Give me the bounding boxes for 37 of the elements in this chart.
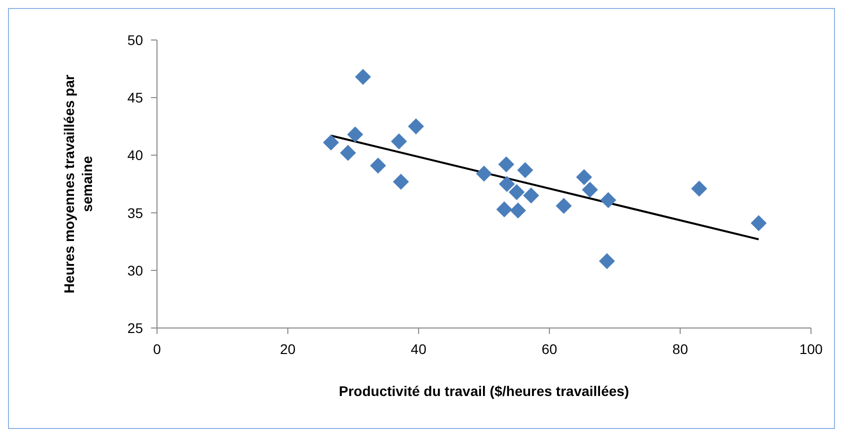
point (347, 126, 364, 142)
point (496, 201, 512, 218)
point (556, 198, 572, 214)
point (408, 118, 424, 134)
point (508, 184, 525, 200)
point (498, 156, 514, 172)
point (750, 215, 767, 232)
x-axis-title: Productivité du travail ($/heures travaillées) (338, 383, 630, 399)
x-tick-label: 40 (410, 340, 427, 357)
point (517, 162, 534, 178)
x-tick-label: 20 (280, 340, 296, 357)
y-tick-label: 30 (127, 262, 144, 278)
y-tick-label: 25 (127, 320, 144, 336)
y-axis-title: Heures moyennes travaillées par semaine (61, 74, 95, 294)
y-tick-label: 45 (127, 90, 144, 106)
point (370, 158, 386, 174)
point (322, 134, 339, 151)
point (340, 144, 356, 161)
point (355, 68, 372, 85)
x-tick-label: 100 (799, 340, 823, 357)
point (691, 180, 708, 197)
x-tick-label: 80 (672, 340, 688, 357)
point (582, 182, 598, 198)
point (598, 253, 615, 270)
point (390, 133, 407, 150)
point (392, 174, 409, 190)
point (523, 188, 540, 204)
point (476, 166, 492, 182)
y-tick-label: 50 (127, 32, 144, 48)
y-tick-label: 35 (127, 204, 144, 221)
point (600, 192, 616, 208)
point (510, 202, 526, 218)
x-tick-label: 0 (153, 340, 162, 357)
point (576, 169, 592, 186)
y-tick-label: 40 (127, 147, 144, 164)
x-tick-label: 60 (542, 340, 558, 357)
point (498, 176, 515, 192)
